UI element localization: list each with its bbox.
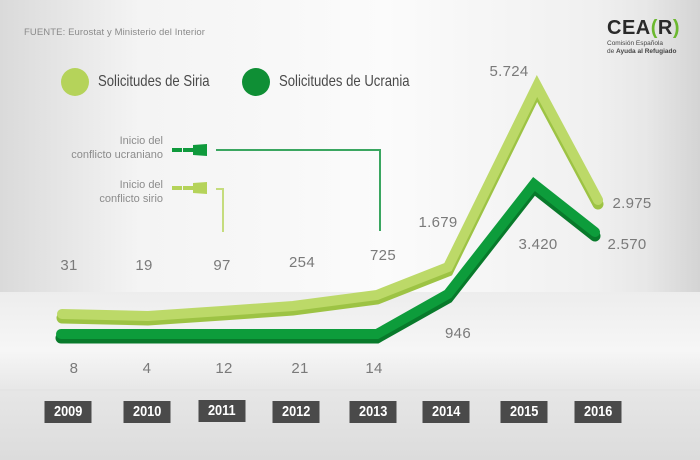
syria-value-2014: 1.679 [418,214,458,231]
ukraine-value-2012: 21 [291,360,309,377]
ukraine-value-2011: 12 [215,360,233,377]
syria-value-2016: 2.975 [612,195,652,212]
legend-label-ukraine: Solicitudes de Ucrania [279,73,410,90]
ukraine-value-2014: 946 [445,325,471,342]
year-label-2014: 2014 [422,401,470,423]
syria-value-2009: 31 [60,257,78,274]
logo-wordmark: CEA(R) [607,17,681,39]
ukraine-value-2010: 4 [142,360,152,377]
ukraine-value-2009: 8 [69,360,79,377]
floor-divider [0,389,700,391]
series-ukraine-line [55,176,601,344]
year-label-2009: 2009 [44,401,92,423]
wall-background [645,0,700,292]
legend-item-ukraine: Solicitudes de Ucrania [242,68,438,96]
source-note: FUENTE: Eurostat y Ministerio del Interi… [24,27,206,38]
ukraine-conflict-arrow-icon [172,144,381,231]
syria-value-2012: 254 [289,254,315,271]
ukraine-value-2013: 14 [365,360,383,377]
cear-logo: CEA(R) Comisión Española de Ayuda al Ref… [607,18,680,56]
legend-dot-ukraine-icon [242,68,270,96]
annotation-ukraine-conflict: Inicio del conflicto ucraniano [71,135,163,161]
year-label-2015: 2015 [500,401,548,423]
ukraine-value-2016: 2.570 [607,236,647,253]
syria-value-2011: 97 [213,257,231,274]
ukraine-value-2015: 3.420 [518,236,558,253]
year-label-2010: 2010 [123,401,171,423]
year-label-2012: 2012 [272,401,320,423]
series-syria-line [56,75,604,326]
year-label-2011: 2011 [198,400,246,422]
legend-item-syria: Solicitudes de Siria [61,68,234,96]
legend-dot-syria-icon [61,68,89,96]
syria-value-2013: 725 [370,247,396,264]
year-label-2016: 2016 [574,401,622,423]
logo-subtitle: Comisión Española de Ayuda al Refugiado [607,40,677,55]
legend-label-syria: Solicitudes de Siria [98,73,210,90]
syria-value-2010: 19 [135,257,153,274]
year-label-2013: 2013 [349,401,397,423]
syria-conflict-arrow-icon [172,182,224,232]
syria-value-2015: 5.724 [489,63,529,80]
annotation-syria-conflict: Inicio del conflicto sirio [99,179,163,205]
